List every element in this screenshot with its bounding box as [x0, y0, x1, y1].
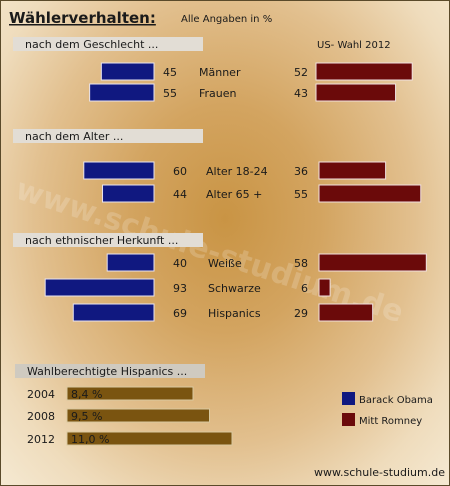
category-label: Alter 65 + — [206, 188, 262, 201]
legend-label: Barack Obama — [359, 395, 433, 406]
romney-bar — [318, 278, 331, 297]
legend-label: Mitt Romney — [359, 416, 422, 427]
section-header-bg — [13, 129, 203, 143]
category-label: Weiße — [208, 257, 242, 270]
hispanic-bar — [66, 431, 233, 446]
obama-value: 55 — [163, 87, 177, 100]
romney-bar — [318, 184, 422, 203]
romney-bar — [315, 83, 397, 102]
hispanic-value: 11,0 % — [71, 433, 109, 446]
category-label: Alter 18-24 — [206, 165, 268, 178]
obama-value: 60 — [173, 165, 187, 178]
section-header: nach dem Geschlecht ... — [25, 38, 158, 51]
section-header-bg — [15, 364, 205, 378]
hispanic-bar — [66, 408, 210, 423]
romney-bar — [318, 161, 387, 180]
category-label: Schwarze — [208, 282, 261, 295]
obama-value: 44 — [173, 188, 187, 201]
obama-bar — [83, 161, 155, 180]
romney-bar — [318, 303, 374, 322]
obama-value: 69 — [173, 307, 187, 320]
year-label: 2012 — [27, 433, 55, 446]
obama-value: 45 — [163, 66, 177, 79]
romney-value: 36 — [294, 165, 308, 178]
hispanic-value: 9,5 % — [71, 410, 102, 423]
us-election-label: US- Wahl 2012 — [317, 40, 391, 51]
romney-value: 43 — [294, 87, 308, 100]
year-label: 2008 — [27, 410, 55, 423]
obama-value: 40 — [173, 257, 187, 270]
obama-value: 93 — [173, 282, 187, 295]
hispanic-bar — [66, 386, 194, 401]
section-header-bg — [13, 37, 203, 51]
obama-bar — [106, 253, 155, 272]
section-header: nach dem Alter ... — [25, 130, 123, 143]
romney-bar — [318, 253, 427, 272]
legend-swatch — [342, 413, 355, 426]
obama-bar — [72, 303, 155, 322]
year-label: 2004 — [27, 388, 55, 401]
legend-swatch — [342, 392, 355, 405]
romney-value: 52 — [294, 66, 308, 79]
obama-bar — [89, 83, 155, 102]
subtitle: Alle Angaben in % — [181, 14, 272, 25]
obama-bar — [100, 62, 155, 81]
obama-bar — [44, 278, 155, 297]
category-label: Männer — [199, 66, 241, 79]
footer-credit: www.schule-studium.de — [314, 466, 445, 479]
romney-value: 58 — [294, 257, 308, 270]
romney-value: 29 — [294, 307, 308, 320]
romney-value: 55 — [294, 188, 308, 201]
category-label: Frauen — [199, 87, 237, 100]
section-header: nach ethnischer Herkunft ... — [25, 234, 178, 247]
section-header: Wahlberechtigte Hispanics ... — [27, 365, 187, 378]
page-title: Wählerverhalten: — [9, 9, 156, 27]
category-label: Hispanics — [208, 307, 261, 320]
romney-bar — [315, 62, 413, 81]
hispanic-value: 8,4 % — [71, 388, 102, 401]
section-header-bg — [13, 233, 203, 247]
obama-bar — [102, 184, 155, 203]
romney-value: 6 — [301, 282, 308, 295]
